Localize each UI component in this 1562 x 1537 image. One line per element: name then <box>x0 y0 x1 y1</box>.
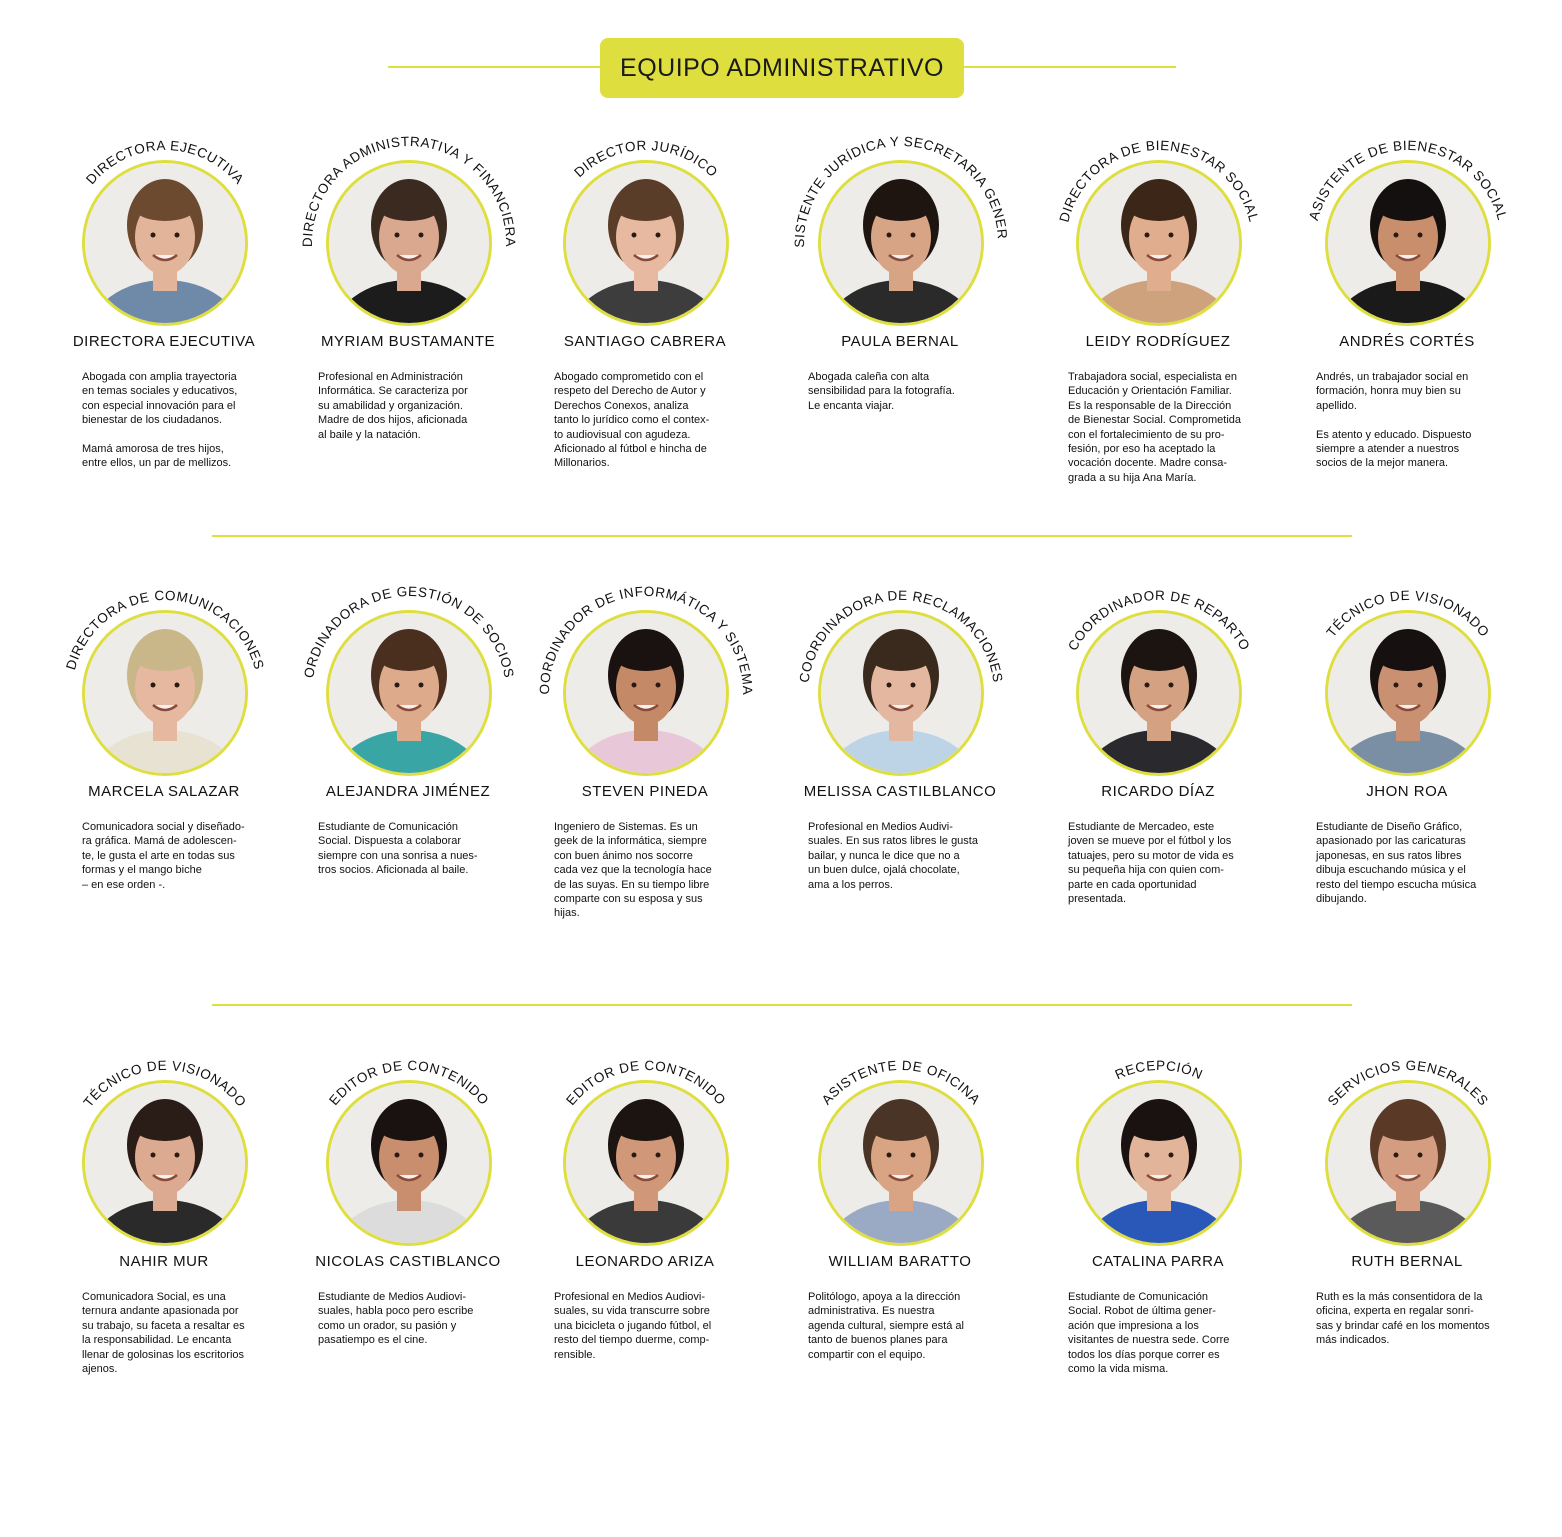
team-member-card: EDITOR DE CONTENIDO NICOLAS CASTIBLANCO Es… <box>288 998 528 1438</box>
member-name: LEIDY RODRÍGUEZ <box>1085 333 1231 350</box>
member-name: NAHIR MUR <box>119 1253 209 1270</box>
member-name: JHON ROA <box>1366 783 1448 800</box>
member-photo <box>818 610 984 776</box>
header-line-right <box>964 66 1176 68</box>
member-name: RICARDO DÍAZ <box>1101 783 1215 800</box>
member-name: MARCELA SALAZAR <box>88 783 240 800</box>
member-name: LEONARDO ARIZA <box>575 1253 715 1270</box>
team-member-card: SERVICIOS GENERALES RUTH BERNAL Ruth es la… <box>1287 998 1527 1438</box>
member-name: STEVEN PINEDA <box>581 783 709 800</box>
member-name: MYRIAM BUSTAMANTE <box>320 333 496 350</box>
team-member-card: DIRECTORA DE BIENESTAR SOCIAL LEIDY RODRÍ… <box>1038 78 1278 518</box>
member-photo <box>818 160 984 326</box>
member-bio: Profesional en Medios Audiovi- suales, s… <box>554 1291 712 1361</box>
team-member-card: ORDINADORA DE GESTIÓN DE SOCIOS ALEJANDRA… <box>288 528 528 968</box>
page-title: EQUIPO ADMINISTRATIVO <box>600 38 964 98</box>
member-photo <box>563 1080 729 1246</box>
member-name: WILLIAM BARATTO <box>828 1253 972 1270</box>
member-bio: Politólogo, apoya a la dirección adminis… <box>808 1291 964 1361</box>
team-member-card: DIRECTORA EJECUTIVA DIRECTORA EJECUTIVA Ab… <box>44 78 284 518</box>
team-member-card: COORDINADOR DE INFORMÁTICA Y SISTEMAS STE… <box>520 516 765 968</box>
member-name: CATALINA PARRA <box>1091 1253 1225 1270</box>
member-bio: Abogado comprometido con el respeto del … <box>554 371 710 470</box>
member-photo <box>82 1080 248 1246</box>
member-photo <box>1076 160 1242 326</box>
member-name: NICOLAS CASTIBLANCO <box>315 1253 501 1270</box>
row-divider-2 <box>212 1004 1352 1006</box>
team-member-card: ASISTENTE JURÍDICA Y SECRETARIA GENERALP… <box>775 66 1020 518</box>
member-photo <box>1076 610 1242 776</box>
member-photo <box>326 160 492 326</box>
member-photo <box>563 610 729 776</box>
member-role: RECEPCIÓN <box>1113 1058 1205 1082</box>
team-member-card: COORDINADORA DE RECLAMACIONES MELISSA CAS… <box>780 528 1020 968</box>
member-bio: Andrés, un trabajador social en formació… <box>1316 371 1472 470</box>
team-member-card: DIRECTORA DE COMUNICACIONES MARCELA SALAZ… <box>44 528 284 968</box>
member-name: ALEJANDRA JIMÉNEZ <box>325 783 491 800</box>
page-title-text: EQUIPO ADMINISTRATIVO <box>620 53 944 82</box>
member-name: RUTH BERNAL <box>1351 1253 1463 1270</box>
member-bio: Profesional en Administración Informátic… <box>318 371 468 441</box>
member-photo <box>1325 610 1491 776</box>
member-bio: Estudiante de Medios Audiovi- suales, ha… <box>318 1291 474 1347</box>
member-bio: Estudiante de Mercadeo, este joven se mu… <box>1068 821 1234 906</box>
row-divider-1 <box>212 535 1352 537</box>
member-bio: Estudiante de Comunicación Social. Dispu… <box>318 821 478 877</box>
member-bio: Comunicadora Social, es una ternura anda… <box>82 1291 245 1376</box>
team-member-card: DIRECTORA ADMINISTRATIVA Y FINANCIERA MYR… <box>288 78 528 518</box>
team-member-card: TÉCNICO DE VISIONADO JHON ROA Estudiante d… <box>1287 528 1527 968</box>
member-name: DIRECTORA EJECUTIVA <box>72 333 256 350</box>
member-bio: Abogada caleña con alta sensibilidad par… <box>808 371 955 412</box>
member-bio: Estudiante de Comunicación Social. Robot… <box>1068 1291 1230 1376</box>
member-photo <box>563 160 729 326</box>
member-photo <box>818 1080 984 1246</box>
member-bio: Profesional en Medios Audivi- suales. En… <box>808 821 978 891</box>
member-photo <box>326 1080 492 1246</box>
team-member-card: ASISTENTE DE OFICINA WILLIAM BARATTO Polit… <box>780 998 1020 1438</box>
member-name: ANDRÉS CORTÉS <box>1339 333 1475 350</box>
team-member-card: COORDINADOR DE REPARTO RICARDO DÍAZ Estudi… <box>1038 528 1278 968</box>
role-arc: RECEPCIÓN <box>1113 1058 1205 1082</box>
member-name: MELISSA CASTILBLANCO <box>803 783 997 800</box>
member-photo <box>82 610 248 776</box>
team-member-card: EDITOR DE CONTENIDO LEONARDO ARIZA Profesi… <box>525 998 765 1438</box>
member-bio: Ingeniero de Sistemas. Es un geek de la … <box>554 821 712 920</box>
member-bio: Comunicadora social y diseñado- ra gráfi… <box>82 821 245 891</box>
team-member-card: ASISTENTE DE BIENESTAR SOCIAL ANDRÉS CORT… <box>1287 78 1527 518</box>
member-photo <box>82 160 248 326</box>
member-bio: Estudiante de Diseño Gráfico, apasionado… <box>1316 821 1477 906</box>
member-photo <box>1076 1080 1242 1246</box>
member-photo <box>1325 1080 1491 1246</box>
member-name: SANTIAGO CABRERA <box>563 333 727 350</box>
team-member-card: DIRECTOR JURÍDICO SANTIAGO CABRERA Abogado… <box>525 78 765 518</box>
team-member-card: RECEPCIÓN CATALINA PARRA Estudiante de Com… <box>1038 998 1278 1438</box>
team-member-card: TÉCNICO DE VISIONADO NAHIR MUR Comunicador… <box>44 998 284 1438</box>
member-bio: Abogada con amplia trayectoria en temas … <box>82 371 238 470</box>
member-bio: Ruth es la más consentidora de la oficin… <box>1316 1291 1490 1347</box>
svg-text:RECEPCIÓN: RECEPCIÓN <box>1113 1058 1205 1082</box>
member-photo <box>1325 160 1491 326</box>
header-line-left <box>388 66 600 68</box>
member-bio: Trabajadora social, especialista en Educ… <box>1068 371 1242 484</box>
member-name: PAULA BERNAL <box>841 333 959 350</box>
member-photo <box>326 610 492 776</box>
